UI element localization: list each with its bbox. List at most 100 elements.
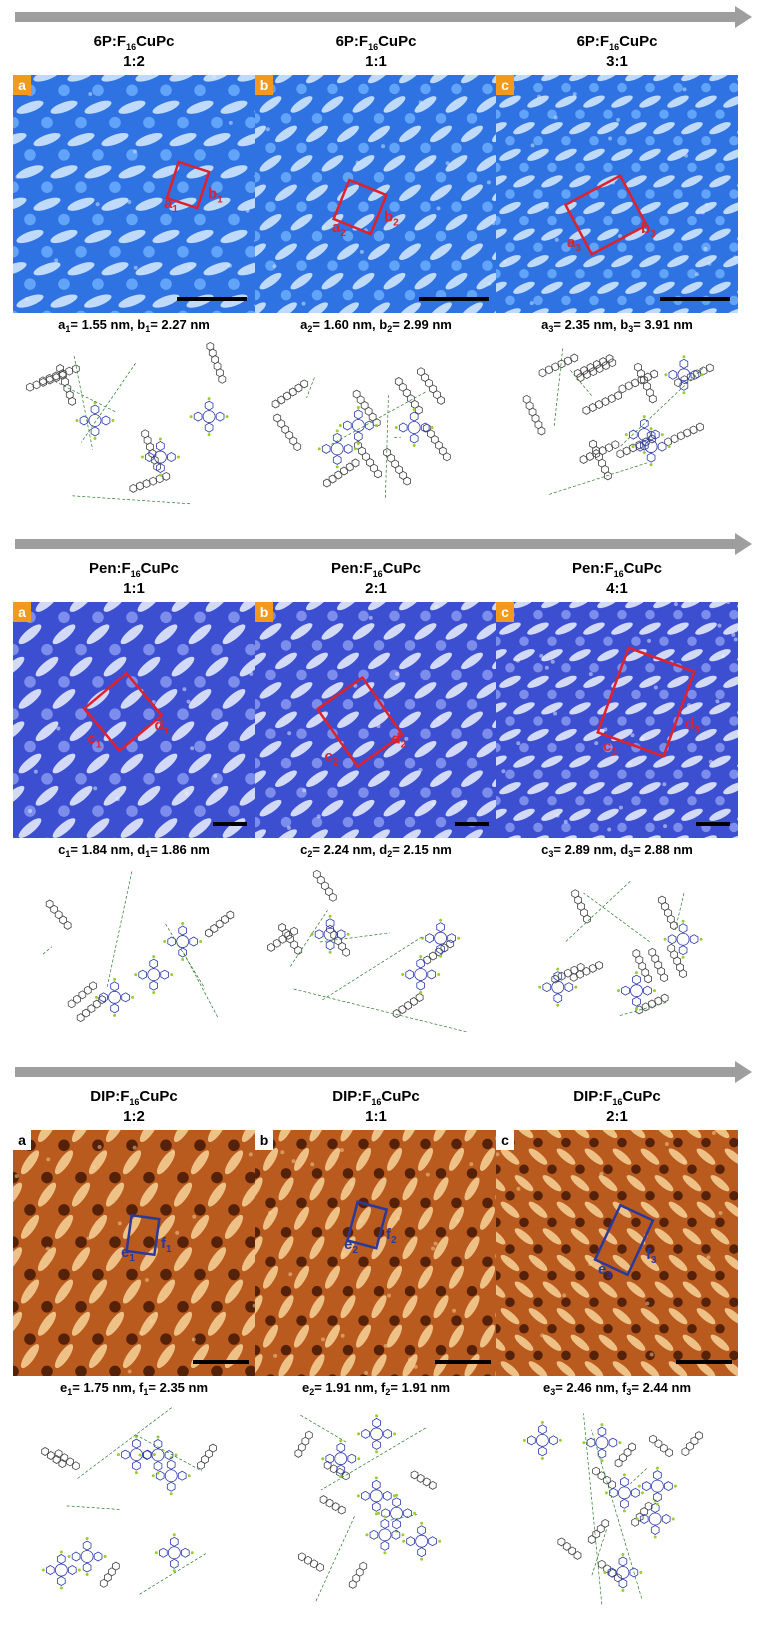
molecule-spot bbox=[343, 113, 354, 124]
molecule-spot bbox=[41, 708, 53, 720]
molecule-spot bbox=[389, 1315, 400, 1326]
noise bbox=[341, 1334, 345, 1338]
molecule-spot bbox=[41, 1172, 53, 1184]
trend-arrow bbox=[15, 1061, 752, 1083]
noise bbox=[703, 247, 707, 251]
molecule-spot bbox=[687, 690, 697, 700]
noise bbox=[303, 1395, 307, 1399]
molecule-spot bbox=[589, 716, 599, 726]
ring bbox=[326, 1454, 334, 1463]
fluorine bbox=[643, 415, 646, 418]
ring bbox=[599, 447, 606, 455]
molecule-spot bbox=[228, 1398, 240, 1410]
molecule-spot bbox=[701, 1138, 711, 1148]
rod bbox=[186, 557, 214, 583]
fluorine bbox=[354, 447, 357, 450]
ring bbox=[569, 1547, 576, 1555]
rod bbox=[526, 567, 551, 584]
rod bbox=[443, 329, 469, 351]
scale-bar bbox=[435, 1360, 491, 1364]
rod bbox=[229, 1382, 250, 1409]
noise bbox=[302, 788, 306, 792]
pc-core bbox=[596, 1437, 608, 1449]
molecule-spot bbox=[561, 1297, 571, 1307]
pc-core bbox=[415, 968, 427, 980]
ring bbox=[301, 380, 308, 388]
ring bbox=[690, 426, 697, 434]
rod bbox=[222, 1083, 246, 1112]
molecule-spot bbox=[603, 796, 613, 806]
noise bbox=[715, 699, 719, 703]
ring bbox=[539, 1447, 547, 1456]
title-text: 6P:F bbox=[577, 33, 610, 50]
title-text: CuPc bbox=[139, 1088, 177, 1105]
molecule-spot bbox=[265, 201, 276, 212]
rod bbox=[750, 726, 758, 743]
rod bbox=[0, 163, 11, 182]
molecule-spot bbox=[729, 1351, 739, 1361]
molecule-spot bbox=[296, 611, 307, 622]
fluorine bbox=[86, 1573, 89, 1576]
molecule-spot bbox=[482, 1256, 493, 1267]
molecule-spot bbox=[575, 1218, 585, 1228]
molecule-spot bbox=[374, 817, 385, 828]
molecule-spot bbox=[729, 823, 739, 833]
fluorine bbox=[113, 1014, 116, 1017]
molecule-spot bbox=[92, 343, 104, 355]
ring bbox=[122, 993, 130, 1002]
molecule-spot bbox=[211, 1172, 223, 1184]
h-bond bbox=[81, 363, 135, 442]
fluorine bbox=[86, 1537, 89, 1540]
fluorine bbox=[661, 433, 664, 436]
molecule-spot bbox=[281, 876, 292, 887]
molecule-spot bbox=[435, 56, 445, 66]
panel-letter: c bbox=[501, 604, 509, 620]
molecule-spot bbox=[279, 52, 291, 64]
ring bbox=[348, 1454, 356, 1463]
noise bbox=[571, 1403, 575, 1407]
molecule-spot bbox=[358, 728, 369, 739]
molecule-spot bbox=[533, 30, 543, 40]
ring bbox=[617, 450, 624, 458]
fluorine bbox=[135, 1471, 138, 1474]
molecule-spot bbox=[7, 311, 19, 323]
fluorine bbox=[650, 463, 653, 466]
molecule-spot bbox=[143, 1172, 155, 1184]
rod bbox=[568, 332, 593, 349]
molecule-spot bbox=[405, 817, 416, 828]
noise bbox=[98, 1145, 102, 1149]
panel-title: Pen:F16CuPc bbox=[331, 560, 421, 579]
fluorine bbox=[170, 1492, 173, 1495]
molecule-spot bbox=[687, 1271, 697, 1281]
ring bbox=[72, 1462, 79, 1470]
molecule-spot bbox=[449, 1085, 459, 1095]
molecule-spot bbox=[160, 1140, 172, 1152]
ring bbox=[163, 472, 170, 480]
rod bbox=[512, 1385, 535, 1406]
molecule-spot bbox=[177, 117, 189, 129]
ring bbox=[604, 472, 611, 480]
molecule-spot bbox=[673, 349, 683, 359]
pc-core bbox=[618, 1487, 630, 1499]
molecule-spot bbox=[519, 796, 529, 806]
molecule-spot bbox=[505, 823, 515, 833]
noise bbox=[543, 565, 547, 569]
noise bbox=[521, 358, 525, 362]
caption-text: = 2.44 nm bbox=[631, 1380, 691, 1395]
noise bbox=[381, 144, 385, 148]
ring bbox=[161, 970, 169, 979]
title-subscript: 16 bbox=[371, 1097, 381, 1107]
fluorine bbox=[375, 1512, 378, 1515]
ring bbox=[603, 1476, 610, 1484]
panel-title: 6P:F16CuPc bbox=[94, 33, 175, 52]
molecule-spot bbox=[575, 163, 585, 173]
molecule-spot bbox=[211, 1107, 223, 1119]
molecule-spot bbox=[389, 787, 400, 798]
noise bbox=[631, 733, 635, 737]
ring bbox=[205, 423, 213, 432]
molecule-spot bbox=[533, 1085, 543, 1095]
fluorine bbox=[159, 438, 162, 441]
molecule-spot bbox=[343, 1168, 354, 1179]
noise bbox=[249, 672, 253, 676]
fluorine bbox=[393, 1494, 396, 1497]
